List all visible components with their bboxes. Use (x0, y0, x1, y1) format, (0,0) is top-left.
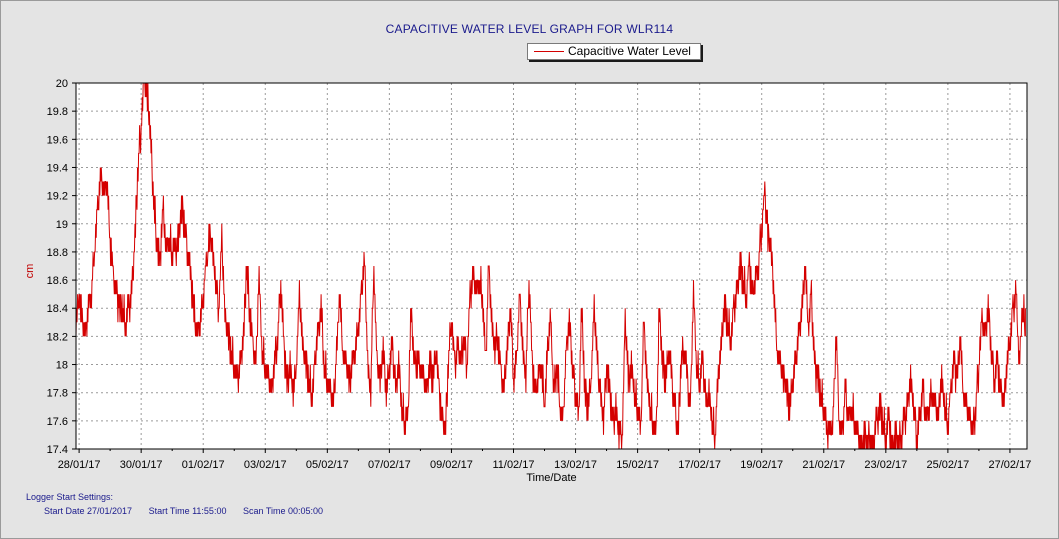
logger-heading: Logger Start Settings: (26, 492, 114, 502)
series-group (75, 82, 1026, 450)
x-axis-ticks: 28/01/17 30/01/17 01/02/17 03/02/17 05/02/17… (58, 449, 1032, 471)
x-tick-label: 03/02/17 (244, 459, 287, 471)
logger-scan-time: Scan Time 00:05:00 (242, 506, 324, 516)
y-tick-label: 18.4 (47, 303, 68, 315)
x-tick-label: 25/02/17 (926, 459, 969, 471)
legend: Capacitive Water Level (527, 43, 701, 60)
logger-start-date: Start Date 27/01/2017 (44, 506, 133, 516)
x-tick-label: 27/02/17 (989, 459, 1032, 471)
y-tick-label: 20 (56, 78, 68, 90)
x-tick-label: 01/02/17 (182, 459, 225, 471)
x-tick-label: 07/02/17 (368, 459, 411, 471)
x-tick-label: 11/02/17 (492, 459, 534, 471)
x-tick-label: 13/02/17 (554, 459, 597, 471)
plot-border (75, 82, 1028, 450)
x-tick-label: 17/02/17 (678, 459, 721, 471)
logger-settings: Start Date 27/01/2017 Start Time 11:55:0… (44, 506, 337, 516)
y-axis-ticks: 17.4 17.6 17.8 18 18.2 18.4 18.6 18.8 19 19.2 19.4… (47, 78, 76, 456)
y-axis-label: cm (24, 263, 36, 279)
x-tick-label: 23/02/17 (864, 459, 907, 471)
x-tick-label: 21/02/17 (802, 459, 845, 471)
x-tick-label: 30/01/17 (120, 459, 163, 471)
x-axis-label: Time/Date (526, 472, 577, 484)
y-tick-label: 19.2 (47, 191, 68, 203)
y-tick-label: 17.8 (47, 388, 68, 400)
y-tick-label: 18.2 (47, 331, 68, 343)
chart-title: CAPACITIVE WATER LEVEL GRAPH FOR WLR114 (385, 22, 674, 36)
x-tick-label: 09/02/17 (430, 459, 473, 471)
y-tick-label: 19 (56, 219, 68, 231)
logger-start-time: Start Time 11:55:00 (148, 506, 227, 516)
y-tick-label: 18 (56, 360, 68, 372)
x-tick-label: 05/02/17 (306, 459, 349, 471)
y-tick-label: 17.4 (47, 444, 68, 456)
y-tick-label: 17.6 (47, 416, 68, 428)
y-tick-label: 18.8 (47, 247, 68, 259)
x-tick-label: 28/01/17 (58, 459, 101, 471)
legend-label: Capacitive Water Level (568, 44, 691, 58)
x-tick-label: 19/02/17 (740, 459, 783, 471)
legend-swatch (534, 51, 564, 52)
series-line (75, 82, 1026, 450)
y-tick-label: 19.4 (47, 162, 68, 174)
plot-background (76, 83, 1027, 449)
y-tick-label: 19.6 (47, 134, 68, 146)
y-tick-label: 19.8 (47, 106, 68, 118)
y-tick-label: 18.6 (47, 275, 68, 287)
x-tick-label: 15/02/17 (616, 459, 659, 471)
